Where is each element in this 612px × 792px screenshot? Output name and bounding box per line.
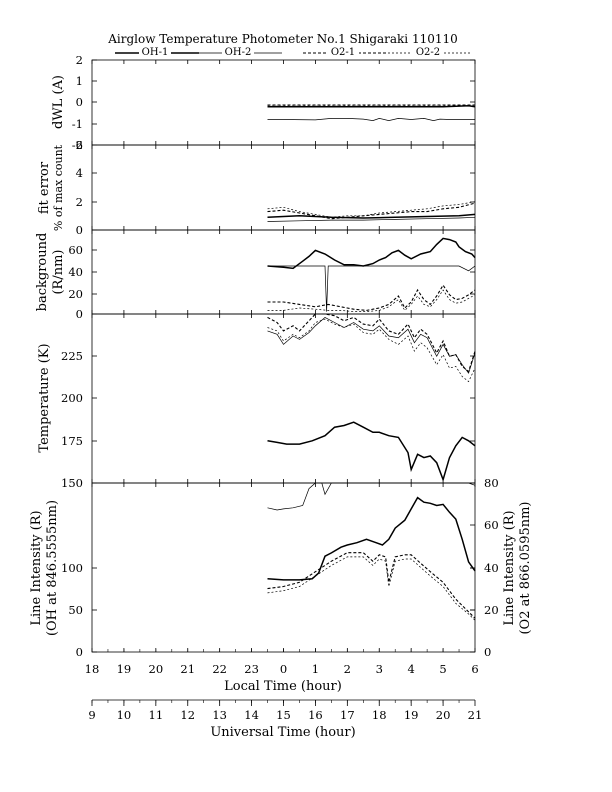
xtick-label-local: 1 bbox=[312, 662, 319, 676]
xtick-label-ut: 13 bbox=[212, 708, 227, 722]
y-label-int: (OH at 846.5555nm) bbox=[45, 500, 60, 636]
xtick-label-ut: 19 bbox=[404, 708, 419, 722]
ytick-label-temp: 175 bbox=[61, 434, 83, 448]
axes: 210-1-2642060402002252001751501005008060… bbox=[61, 53, 499, 722]
xtick-label-local: 20 bbox=[149, 662, 164, 676]
legend-label-oh-1: OH-1 bbox=[142, 47, 169, 58]
chart-title: Airglow Temperature Photometer No.1 Shig… bbox=[107, 32, 458, 46]
ytick-label-temp: 225 bbox=[61, 349, 83, 363]
ytick-label-right: 40 bbox=[484, 561, 499, 575]
series-group bbox=[267, 104, 476, 621]
xtick-label-local: 23 bbox=[244, 662, 259, 676]
y-label-bg: (R/nm) bbox=[51, 249, 66, 294]
y-label-bg: background bbox=[35, 233, 50, 312]
ytick-label-dwl: 1 bbox=[76, 74, 83, 88]
ytick-label-dwl: 2 bbox=[76, 53, 83, 67]
xtick-label-ut: 15 bbox=[276, 708, 291, 722]
xtick-label-local: 5 bbox=[439, 662, 446, 676]
series-temp-oh-1 bbox=[267, 421, 476, 482]
x-label-local: Local Time (hour) bbox=[224, 679, 342, 694]
panel-frame-temp bbox=[91, 313, 476, 484]
axis-labels: Local Time (hour) Universal Time (hour) dW… bbox=[29, 75, 533, 740]
xtick-label-ut: 12 bbox=[180, 708, 195, 722]
y-label-right: (O2 at 866.0595nm) bbox=[518, 501, 533, 634]
panel-frame-bg bbox=[91, 229, 476, 315]
ytick-label-int: 150 bbox=[61, 476, 83, 490]
series-fit-oh-1 bbox=[267, 213, 476, 219]
series-temp-oh-2 bbox=[267, 316, 476, 374]
ytick-label-right: 20 bbox=[484, 603, 499, 617]
ytick-label-temp: 200 bbox=[61, 391, 83, 405]
series-bg-oh-1 bbox=[267, 237, 476, 270]
series-temp-o2-2 bbox=[267, 318, 476, 383]
ytick-label-fit: 6 bbox=[76, 138, 83, 152]
xtick-label-local: 4 bbox=[408, 662, 415, 676]
xtick-label-ut: 11 bbox=[149, 708, 164, 722]
xtick-label-ut: 10 bbox=[117, 708, 132, 722]
xtick-label-ut: 9 bbox=[88, 708, 95, 722]
series-dwl-oh-2 bbox=[267, 118, 475, 121]
ytick-label-bg: 0 bbox=[76, 307, 83, 321]
y-label-right: Line Intensity (R) bbox=[502, 510, 517, 625]
ytick-label-bg: 20 bbox=[68, 287, 83, 301]
ytick-label-right: 60 bbox=[484, 518, 499, 532]
y-label-temp: Temperature (K) bbox=[37, 343, 52, 452]
legend-label-o2-1: O2-1 bbox=[331, 47, 355, 58]
y-label-fit: fit error bbox=[37, 161, 52, 214]
y-label-fit: % of max count bbox=[52, 144, 65, 231]
xtick-label-ut: 14 bbox=[244, 708, 259, 722]
xtick-label-local: 0 bbox=[280, 662, 287, 676]
xtick-label-local: 3 bbox=[376, 662, 383, 676]
series-int-o2-2 bbox=[267, 556, 476, 621]
legend-gap bbox=[412, 46, 444, 56]
xtick-label-local: 18 bbox=[85, 662, 100, 676]
y-label-int: Line Intensity (R) bbox=[29, 510, 44, 625]
series-bg-oh-2 bbox=[267, 265, 476, 312]
x-label-ut: Universal Time (hour) bbox=[210, 725, 355, 740]
xtick-label-local: 6 bbox=[471, 662, 478, 676]
panel-frame-dwl bbox=[91, 59, 476, 146]
legend-gap bbox=[139, 46, 171, 56]
ytick-label-right: 80 bbox=[484, 476, 499, 490]
panel-frame-int bbox=[91, 482, 476, 653]
ytick-label-right: 0 bbox=[484, 645, 491, 659]
ytick-label-int: 0 bbox=[76, 645, 83, 659]
legend-gap bbox=[222, 46, 254, 56]
ytick-label-fit: 0 bbox=[76, 223, 83, 237]
series-fit-o2-2 bbox=[267, 201, 476, 218]
ytick-label-dwl: -2 bbox=[72, 138, 83, 152]
xtick-label-ut: 18 bbox=[372, 708, 387, 722]
ytick-label-fit: 4 bbox=[76, 166, 83, 180]
series-bg-o2-1 bbox=[267, 284, 476, 311]
series-temp-o2-1 bbox=[267, 313, 476, 373]
xtick-label-local: 19 bbox=[117, 662, 132, 676]
ytick-label-bg: 60 bbox=[68, 243, 83, 257]
xtick-label-ut: 16 bbox=[308, 708, 323, 722]
legend-label-o2-2: O2-2 bbox=[416, 47, 440, 58]
ytick-label-dwl: -1 bbox=[72, 117, 83, 131]
ytick-label-dwl: 0 bbox=[76, 95, 83, 109]
ytick-label-int: 100 bbox=[61, 561, 83, 575]
legend: OH-1 OH-2 O2-1 O2-2 bbox=[115, 46, 472, 58]
xtick-label-ut: 21 bbox=[468, 708, 483, 722]
ytick-label-int: 50 bbox=[68, 603, 83, 617]
series-int-oh-1 bbox=[267, 496, 476, 581]
ytick-label-fit: 2 bbox=[76, 195, 83, 209]
xtick-label-local: 2 bbox=[344, 662, 351, 676]
xtick-label-local: 22 bbox=[212, 662, 227, 676]
series-int-oh-2 bbox=[267, 482, 476, 511]
y-label-dwl: dWL (A) bbox=[51, 75, 66, 129]
xtick-label-ut: 20 bbox=[436, 708, 451, 722]
series-bg-o2-2 bbox=[267, 289, 476, 312]
series-int-o2-1 bbox=[267, 552, 476, 619]
xtick-label-ut: 17 bbox=[340, 708, 355, 722]
xtick-label-local: 21 bbox=[180, 662, 195, 676]
legend-gap bbox=[327, 46, 359, 56]
ytick-label-bg: 40 bbox=[68, 265, 83, 279]
legend-label-oh-2: OH-2 bbox=[225, 47, 252, 58]
series-fit-oh-2 bbox=[267, 216, 476, 222]
